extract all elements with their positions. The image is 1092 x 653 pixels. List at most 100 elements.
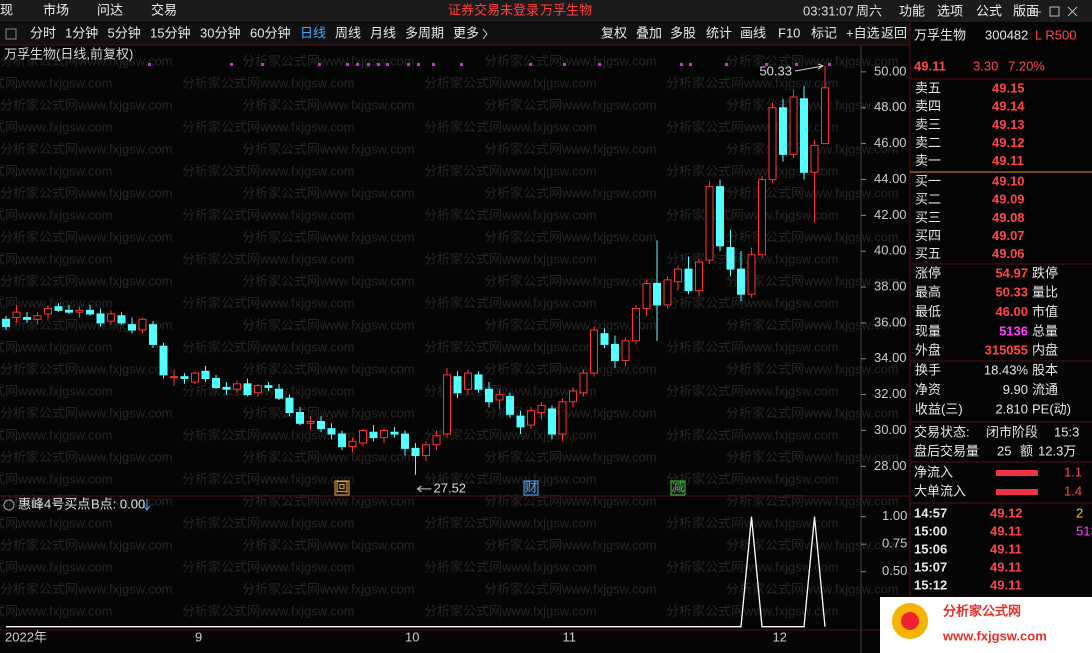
fin-label: 收益(三) [915,401,963,416]
signal-dot [765,63,768,66]
stat-label: 最低 [915,304,941,319]
period-tab[interactable]: 更多 [453,25,479,40]
watermark: 分析家公式网www.fxjgsw.com [182,559,355,574]
x-tick-label: 9 [195,629,202,644]
event-box[interactable] [334,480,350,496]
watermark: 分析家公式网www.fxjgsw.com [424,119,597,134]
watermark: 分析家公式网www.fxjgsw.com [0,427,113,442]
period-tab[interactable]: 15分钟 [150,25,190,40]
signal-dot [230,63,233,66]
flow-bar [996,489,1038,495]
watermark: 分析家公式网www.fxjgsw.com [666,339,839,354]
tool-button[interactable]: 画线 [740,25,766,40]
period-tab[interactable]: 周线 [335,25,361,40]
watermark: 分析家公式网www.fxjgsw.com [424,163,597,178]
watermark: 分析家公式网www.fxjgsw.com [242,273,415,288]
watermark: 分析家公式网www.fxjgsw.com [726,97,899,112]
tool-button[interactable]: 多股 [670,25,696,40]
period-tab[interactable]: 日线 [300,25,326,40]
period-tab[interactable]: 30分钟 [200,25,240,40]
watermark: 分析家公式网www.fxjgsw.com [0,493,173,508]
period-tab[interactable]: 分时 [30,25,56,40]
period-tab[interactable]: 60分钟 [250,25,290,40]
watermark: 分析家公式网www.fxjgsw.com [666,603,839,618]
maximize[interactable] [1049,6,1060,17]
period-tab[interactable]: 多周期 [405,25,444,40]
watermark: 分析家公式网www.fxjgsw.com [424,251,597,266]
tool-button[interactable]: 统计 [706,25,732,40]
stat-value: 5136 [999,323,1028,338]
menu-item[interactable]: 功能 [899,3,925,18]
toggle[interactable] [5,28,17,40]
candle-body [317,420,325,430]
watermark: 分析家公式网www.fxjgsw.com [0,97,173,112]
watermark: 分析家公式网www.fxjgsw.com [484,229,657,244]
tool-button[interactable]: F10 [778,25,800,40]
event-box[interactable] [670,480,686,496]
period-tab[interactable]: 5分钟 [108,25,141,40]
notice: 证券交易未登录 [448,2,539,17]
candle-body [600,333,609,345]
y-tick-label: 42.00 [874,207,907,222]
watermark: 分析家公式网www.fxjgsw.com [0,229,173,244]
fin-value: 2.810 [995,401,1028,416]
menu-item[interactable]: 交易 [151,2,177,17]
watermark: 分析家公式网www.fxjgsw.com [666,295,839,310]
tool-button[interactable]: 叠加 [636,25,662,40]
tool-button[interactable]: +自选 [846,25,880,40]
menu-item[interactable]: 现 [0,2,13,17]
candle-body [810,144,819,173]
event-box[interactable] [523,480,539,496]
signal-dot [367,63,370,66]
watermark: 分析家公式网www.fxjgsw.com [424,339,597,354]
stat-label: 量比 [1032,285,1058,300]
period-tab[interactable]: 月线 [370,25,396,40]
watermark: 分析家公式网www.fxjgsw.com [0,339,113,354]
close[interactable] [1067,6,1078,17]
candle-body [432,435,441,446]
menu-bar [0,0,1092,22]
watermark: 分析家公式网www.fxjgsw.com [0,471,113,486]
signal-dot [598,63,601,66]
menu-item[interactable]: 选项 [937,3,963,18]
book-price: 49.13 [992,117,1025,132]
candle-body [390,431,399,435]
menu-item[interactable]: 问达 [97,2,123,17]
candle-body [527,410,535,426]
menu-item[interactable]: 公式 [976,3,1002,18]
candle-body [264,385,273,388]
arrow [416,485,432,493]
signal-dot [680,63,683,66]
flow-bar [996,470,1038,476]
candle-body [674,268,682,283]
tool-button[interactable]: 标记 [811,25,837,40]
candle-body [159,345,168,376]
book-price: 49.14 [992,99,1025,114]
watermark: 分析家公式网www.fxjgsw.com [484,449,657,464]
weekday: 周六 [856,3,882,18]
watermark: 分析家公式网www.fxjgsw.com [484,273,657,288]
watermark: 分析家公式网www.fxjgsw.com [424,207,597,222]
watermark: 分析家公式网www.fxjgsw.com [726,53,899,68]
period-tab[interactable]: 1分钟 [65,25,98,40]
menu-item[interactable]: 版面 [1013,3,1039,18]
tool-button[interactable]: 复权 [601,25,627,40]
stock-code: 300482 [985,27,1028,42]
watermark: 分析家公式网www.fxjgsw.com [484,361,657,376]
watermark: 分析家公式网www.fxjgsw.com [666,163,839,178]
candle-body [233,383,241,390]
watermark: 分析家公式网www.fxjgsw.com [0,383,113,398]
candle-body [359,429,367,444]
collapse-icon[interactable] [3,499,15,511]
stat-label: 现量 [915,323,941,338]
logo-url: www.fxjgsw.com [942,628,1047,643]
watermark: 分析家公式网www.fxjgsw.com [484,185,657,200]
watermark: 分析家公式网www.fxjgsw.com [484,53,657,68]
menu-item[interactable]: 市场 [43,2,69,17]
tool-button[interactable]: 返回 [881,25,907,40]
candle-body [149,324,157,345]
fin-value: 9.90 [1003,382,1028,397]
watermark: 分析家公式网www.fxjgsw.com [0,75,113,90]
watermark: 分析家公式网www.fxjgsw.com [424,471,597,486]
